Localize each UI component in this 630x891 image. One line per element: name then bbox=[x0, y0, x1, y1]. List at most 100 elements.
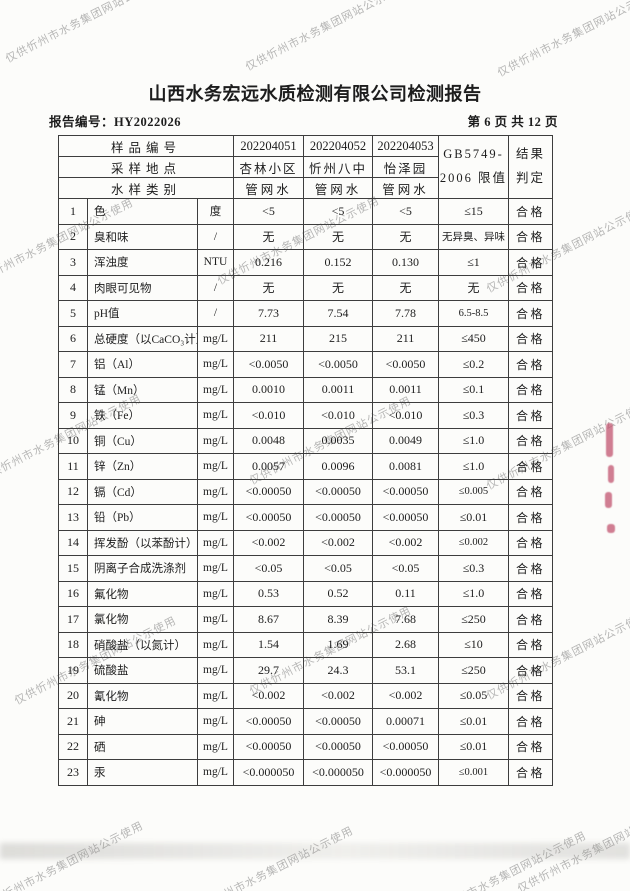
value-2: 无 bbox=[303, 223, 373, 250]
unit: / bbox=[197, 274, 234, 301]
table-row: 16 氟化物 mg/L 0.53 0.52 0.11 ≤1.0 合格 bbox=[58, 580, 553, 607]
limit-header: GB5749- 2006 限值 bbox=[438, 135, 509, 199]
limit: ≤15 bbox=[438, 198, 509, 225]
param-name: 锰（Mn） bbox=[87, 376, 198, 403]
limit: ≤10 bbox=[438, 631, 509, 658]
unit: NTU bbox=[197, 249, 234, 276]
row-number: 7 bbox=[58, 351, 88, 378]
limit: 无异臭、异味 bbox=[438, 223, 509, 250]
param-name: 镉（Cd） bbox=[87, 478, 198, 505]
param-name: 砷 bbox=[87, 708, 198, 735]
unit: 度 bbox=[197, 198, 234, 225]
sample-id-1: 202204051 bbox=[233, 135, 304, 157]
result: 合格 bbox=[508, 504, 553, 531]
value-1: 0.0048 bbox=[233, 427, 304, 454]
limit: ≤0.2 bbox=[438, 351, 509, 378]
result-header: 结果 判定 bbox=[508, 135, 553, 199]
report-number: 报告编号：HY2022026 bbox=[49, 111, 181, 130]
type-label: 水样类别 bbox=[58, 177, 234, 199]
header-row-location: 采样地点 杏林小区 忻州八中 怡泽园 bbox=[58, 156, 553, 178]
table-row: 2 臭和味 / 无无无无异臭、异味 合格 bbox=[58, 223, 553, 250]
table-row: 8 锰（Mn） mg/L 0.0010 0.0011 0.0011 ≤0.1 合格 bbox=[58, 376, 553, 403]
value-2: <0.00050 bbox=[303, 504, 373, 531]
result: 合格 bbox=[508, 453, 553, 480]
value-1: <0.002 bbox=[233, 529, 304, 556]
limit: ≤1.0 bbox=[438, 453, 509, 480]
param-name: 挥发酚（以苯酚计） bbox=[87, 529, 198, 556]
watermark-text: 仅供忻州市水务集团网站公示使用 bbox=[3, 0, 170, 66]
param-name: 硫酸盐 bbox=[87, 657, 198, 684]
value-3: 无 bbox=[372, 223, 439, 250]
value-1: <5 bbox=[233, 198, 304, 225]
unit: mg/L bbox=[197, 376, 234, 403]
row-number: 18 bbox=[58, 631, 88, 658]
value-3: 211 bbox=[372, 325, 439, 352]
table-row: 3 浑浊度 NTU 0.216 0.152 0.130 ≤1 合格 bbox=[58, 249, 553, 276]
param-name: 锌（Zn） bbox=[87, 453, 198, 480]
table-row: 14 挥发酚（以苯酚计） mg/L <0.002 <0.002 <0.002 ≤0.002 合… bbox=[58, 529, 553, 556]
value-3: <0.00050 bbox=[372, 478, 439, 505]
watermark-text: 仅供忻州市水务集团网站公示使用 bbox=[495, 0, 630, 80]
value-2: 0.152 bbox=[303, 249, 373, 276]
value-2: 0.52 bbox=[303, 580, 373, 607]
limit: ≤0.1 bbox=[438, 376, 509, 403]
limit: ≤250 bbox=[438, 606, 509, 633]
unit: mg/L bbox=[197, 555, 234, 582]
value-3: <0.00050 bbox=[372, 504, 439, 531]
result: 合格 bbox=[508, 223, 553, 250]
result-header-line2: 判定 bbox=[515, 171, 545, 185]
unit: mg/L bbox=[197, 708, 234, 735]
value-3: <0.000050 bbox=[372, 759, 439, 786]
value-2: 0.0096 bbox=[303, 453, 373, 480]
param-name: 氯化物 bbox=[87, 606, 198, 633]
value-3: <0.05 bbox=[372, 555, 439, 582]
report-number-label: 报告编号： bbox=[49, 115, 115, 129]
value-1: <0.002 bbox=[233, 682, 304, 709]
value-3: <0.002 bbox=[372, 529, 439, 556]
result: 合格 bbox=[508, 657, 553, 684]
table-row: 10 铜（Cu） mg/L 0.0048 0.0035 0.0049 ≤1.0 合格 bbox=[58, 427, 553, 454]
param-name: 铜（Cu） bbox=[87, 427, 198, 454]
location-3: 怡泽园 bbox=[372, 156, 439, 178]
limit: 无 bbox=[438, 274, 509, 301]
value-2: <0.00050 bbox=[303, 478, 373, 505]
value-2: <0.05 bbox=[303, 555, 373, 582]
value-1: 0.216 bbox=[233, 249, 304, 276]
result: 合格 bbox=[508, 376, 553, 403]
value-1: 8.67 bbox=[233, 606, 304, 633]
limit: ≤0.01 bbox=[438, 708, 509, 735]
value-3: <0.010 bbox=[372, 402, 439, 429]
value-2: 无 bbox=[303, 274, 373, 301]
unit: mg/L bbox=[197, 325, 234, 352]
limit: ≤1.0 bbox=[438, 580, 509, 607]
row-number: 23 bbox=[58, 759, 88, 786]
table-row: 12 镉（Cd） mg/L <0.00050 <0.00050 <0.00050 ≤0.00… bbox=[58, 478, 553, 505]
value-2: 1.69 bbox=[303, 631, 373, 658]
value-1: 29.7 bbox=[233, 657, 304, 684]
row-number: 10 bbox=[58, 427, 88, 454]
value-3: 7.78 bbox=[372, 300, 439, 327]
result: 合格 bbox=[508, 198, 553, 225]
location-label: 采样地点 bbox=[58, 156, 234, 178]
limit: ≤0.01 bbox=[438, 733, 509, 760]
row-number: 15 bbox=[58, 555, 88, 582]
page-indicator: 第 6 页 共 12 页 bbox=[467, 115, 558, 129]
stamp-mark bbox=[606, 423, 613, 457]
limit: ≤450 bbox=[438, 325, 509, 352]
row-number: 22 bbox=[58, 733, 88, 760]
unit: mg/L bbox=[197, 504, 234, 531]
location-2: 忻州八中 bbox=[303, 156, 373, 178]
value-3: 0.0011 bbox=[372, 376, 439, 403]
value-1: <0.000050 bbox=[233, 759, 304, 786]
row-number: 9 bbox=[58, 402, 88, 429]
limit: ≤0.05 bbox=[438, 682, 509, 709]
result: 合格 bbox=[508, 300, 553, 327]
value-3: 无 bbox=[372, 274, 439, 301]
value-3: 0.0049 bbox=[372, 427, 439, 454]
sample-id-label: 样品编号 bbox=[58, 135, 234, 157]
value-3: 0.00071 bbox=[372, 708, 439, 735]
result: 合格 bbox=[508, 606, 553, 633]
value-1: 1.54 bbox=[233, 631, 304, 658]
param-name: 汞 bbox=[87, 759, 198, 786]
table-row: 1 色度 <5 <5 <5 ≤15 合格 bbox=[58, 198, 553, 225]
